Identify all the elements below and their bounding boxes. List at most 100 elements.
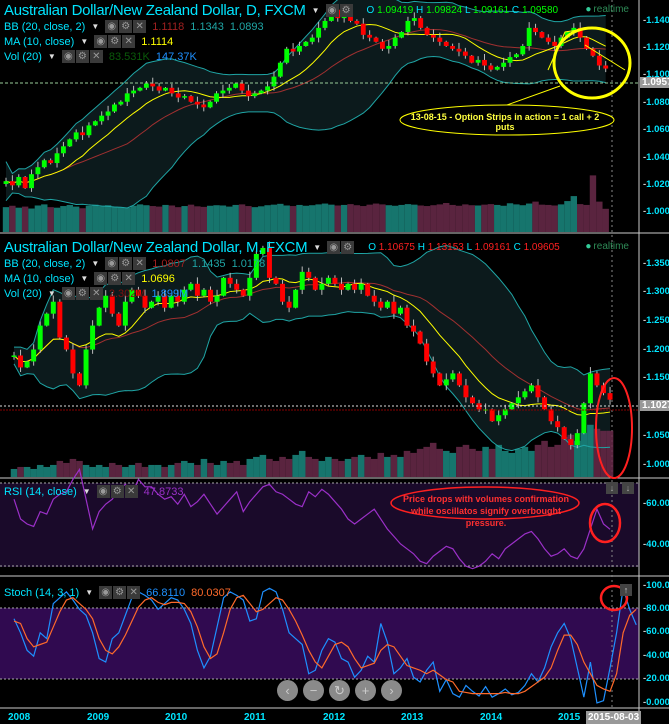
volume-bar (233, 460, 240, 477)
eye-icon[interactable]: ◉ (94, 35, 108, 48)
volume-bar (606, 430, 614, 477)
volume-bar (410, 452, 417, 477)
candle-body (37, 325, 43, 350)
realtime-indicator: realtime (585, 241, 629, 252)
volume-bar (124, 207, 131, 232)
gear-icon[interactable]: ⚙ (119, 20, 133, 33)
arrow-down-icon[interactable]: ↓ (622, 482, 634, 494)
candle-body (175, 93, 181, 98)
year-label: 2010 (165, 712, 188, 723)
volume-bar (259, 454, 267, 477)
gear-icon[interactable]: ⚙ (119, 257, 133, 270)
volume-bar (515, 448, 522, 477)
chevron-down-icon[interactable]: ▼ (311, 6, 320, 15)
close-icon[interactable]: ✕ (124, 485, 138, 498)
scroll-left-button[interactable]: ‹ (277, 680, 298, 701)
volume-bar (226, 462, 234, 477)
arrow-up-icon[interactable]: ↑ (620, 584, 632, 596)
callout-pointer (506, 85, 561, 106)
volume-bar (187, 204, 195, 232)
eye-icon[interactable]: ◉ (61, 287, 75, 300)
candle-body (411, 325, 417, 332)
candle-body (354, 20, 360, 24)
candle-body (463, 385, 469, 398)
volume-bar (344, 458, 352, 477)
daily-symbol-title[interactable]: Australian Dollar/New Zealand Dollar, D,… (4, 2, 306, 19)
reset-button[interactable]: ↻ (329, 680, 350, 701)
stoch-axis-label: 40.0000 (643, 650, 669, 661)
chevron-down-icon[interactable]: ▼ (313, 243, 322, 252)
candle-body (322, 20, 328, 28)
volume-bar (430, 205, 437, 232)
eye-icon[interactable]: ◉ (325, 4, 339, 17)
close-icon[interactable]: ✕ (133, 257, 147, 270)
gear-icon[interactable]: ⚙ (75, 50, 89, 63)
volume-bar (206, 205, 214, 232)
gear-icon[interactable]: ⚙ (108, 272, 122, 285)
volume-bar (296, 204, 303, 232)
eye-icon[interactable]: ◉ (99, 586, 113, 599)
candle-body (358, 283, 364, 290)
volume-bar (194, 464, 201, 477)
eye-icon[interactable]: ◉ (105, 257, 119, 270)
eye-icon[interactable]: ◉ (327, 241, 341, 254)
zoom-in-button[interactable]: + (355, 680, 376, 701)
gear-icon[interactable]: ⚙ (113, 586, 127, 599)
chevron-down-icon[interactable]: ▼ (91, 22, 100, 31)
close-icon[interactable]: ✕ (89, 50, 103, 63)
candle-body (522, 391, 528, 398)
zoom-out-button[interactable]: − (303, 680, 324, 701)
gear-icon[interactable]: ⚙ (341, 241, 355, 254)
rsi-annotation: Price drops with volumes confirmation wh… (402, 494, 570, 528)
bollinger-lower (13, 311, 611, 452)
candle-body (418, 18, 424, 28)
close-icon[interactable]: ✕ (122, 272, 136, 285)
volume-bar (353, 205, 361, 232)
candle-body (182, 96, 188, 98)
volume-bar (574, 440, 581, 477)
candle-body (365, 283, 371, 296)
trend-arrow (547, 29, 579, 71)
volume-bar (391, 205, 399, 232)
chevron-down-icon[interactable]: ▼ (80, 274, 89, 283)
arrow-down-icon[interactable]: ↓ (606, 482, 618, 494)
chevron-down-icon[interactable]: ▼ (47, 52, 56, 61)
eye-icon[interactable]: ◉ (94, 272, 108, 285)
close-icon[interactable]: ✕ (89, 287, 103, 300)
candle-body (581, 403, 587, 434)
stoch-d-line (13, 594, 637, 695)
candle-body (221, 277, 227, 296)
candle-body (456, 373, 462, 386)
chevron-down-icon[interactable]: ▼ (91, 259, 100, 268)
eye-icon[interactable]: ◉ (96, 485, 110, 498)
price-axis-label: 1.35000 (643, 258, 669, 269)
volume-bar (23, 466, 31, 477)
candle-body (220, 90, 226, 94)
candle-body (309, 37, 315, 42)
gear-icon[interactable]: ⚙ (108, 35, 122, 48)
volume-bar (500, 205, 507, 232)
eye-icon[interactable]: ◉ (105, 20, 119, 33)
close-icon[interactable]: ✕ (133, 20, 147, 33)
gear-icon[interactable]: ⚙ (75, 287, 89, 300)
candle-body (496, 415, 502, 422)
volume-bar (246, 458, 254, 477)
gear-icon[interactable]: ⚙ (339, 4, 353, 17)
monthly-symbol-title[interactable]: Australian Dollar/New Zealand Dollar, M,… (4, 239, 308, 256)
monthly-ohlc: O 1.10675 H 1.13153 L 1.09161 C 1.09605 (368, 242, 560, 253)
candle-body (142, 295, 148, 308)
chevron-down-icon[interactable]: ▼ (82, 487, 91, 496)
eye-icon[interactable]: ◉ (61, 50, 75, 63)
volume-bar (60, 206, 67, 232)
chevron-down-icon[interactable]: ▼ (80, 37, 89, 46)
scroll-right-button[interactable]: › (381, 680, 402, 701)
close-icon[interactable]: ✕ (122, 35, 136, 48)
close-icon[interactable]: ✕ (127, 586, 141, 599)
gear-icon[interactable]: ⚙ (110, 485, 124, 498)
chevron-down-icon[interactable]: ▼ (85, 588, 94, 597)
chevron-down-icon[interactable]: ▼ (47, 289, 56, 298)
volume-bar (379, 204, 386, 232)
highlight-ellipse (595, 377, 633, 479)
price-axis-label: 1.15000 (643, 372, 669, 383)
